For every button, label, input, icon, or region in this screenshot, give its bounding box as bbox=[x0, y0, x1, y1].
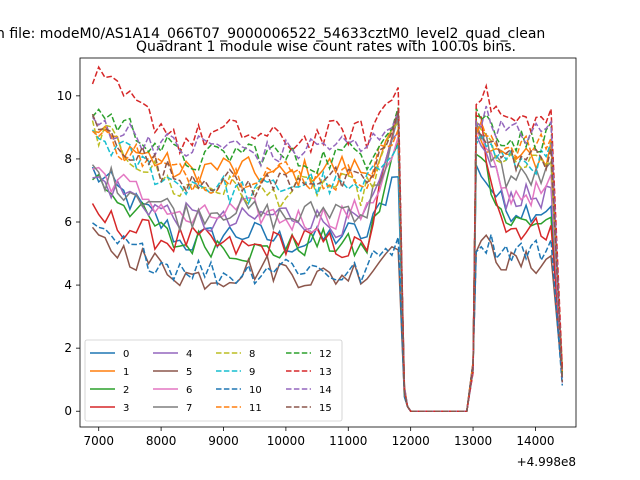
legend-label-15: 15 bbox=[319, 403, 332, 414]
legend-label-14: 14 bbox=[319, 385, 332, 396]
legend-label-4: 4 bbox=[186, 349, 192, 360]
y-tick-label: 10 bbox=[57, 89, 72, 103]
y-tick-label: 6 bbox=[64, 215, 72, 229]
series-line-12 bbox=[91, 107, 564, 412]
legend-label-1: 1 bbox=[123, 367, 129, 378]
x-tick-label: 14000 bbox=[516, 434, 554, 448]
x-tick-label: 10000 bbox=[267, 434, 305, 448]
series-line-14 bbox=[91, 105, 564, 412]
x-tick-label: 7000 bbox=[83, 434, 114, 448]
x-axis-ticks: 7000 8000 9000 10000 11000 12000 13000 14000 bbox=[83, 427, 555, 448]
legend-label-11: 11 bbox=[249, 403, 262, 414]
series-line-1 bbox=[92, 120, 564, 412]
x-tick-label: 12000 bbox=[392, 434, 430, 448]
series-line-9 bbox=[91, 129, 564, 412]
legend-label-2: 2 bbox=[123, 385, 129, 396]
x-tick-label: 13000 bbox=[454, 434, 492, 448]
legend-label-13: 13 bbox=[319, 367, 332, 378]
x-tick-label: 9000 bbox=[208, 434, 239, 448]
legend-label-7: 7 bbox=[186, 403, 192, 414]
y-tick-label: 8 bbox=[64, 152, 72, 166]
y-tick-label: 2 bbox=[64, 341, 72, 355]
legend-label-6: 6 bbox=[186, 385, 192, 396]
series-line-8 bbox=[91, 118, 564, 412]
series-line-10 bbox=[92, 222, 564, 412]
series-line-7 bbox=[91, 115, 564, 412]
legend-box bbox=[84, 339, 343, 422]
x-tick-label: 11000 bbox=[329, 434, 367, 448]
legend-label-8: 8 bbox=[249, 349, 255, 360]
y-axis-ticks: 0 2 4 6 8 10 bbox=[57, 89, 80, 418]
plot-frame bbox=[79, 57, 577, 428]
series-layer bbox=[91, 65, 564, 412]
x-tick-label: 8000 bbox=[146, 434, 177, 448]
series-line-11 bbox=[92, 119, 564, 412]
legend-label-5: 5 bbox=[186, 367, 192, 378]
legend-label-12: 12 bbox=[319, 349, 332, 360]
series-line-3 bbox=[91, 111, 564, 412]
figure-suptitle: n file: modeM0/AS1A14_066T07_9000006522_… bbox=[0, 26, 545, 42]
x-axis-offset-label: +4.998e8 bbox=[517, 455, 576, 469]
y-tick-label: 0 bbox=[64, 404, 72, 418]
legend-label-10: 10 bbox=[249, 385, 262, 396]
y-tick-label: 4 bbox=[64, 278, 72, 292]
chart-title: Quadrant 1 module wise count rates with … bbox=[136, 39, 516, 55]
legend-label-0: 0 bbox=[123, 349, 129, 360]
legend-label-3: 3 bbox=[123, 403, 129, 414]
legend-label-9: 9 bbox=[249, 367, 255, 378]
series-line-15 bbox=[91, 110, 564, 412]
series-line-13 bbox=[91, 65, 564, 412]
series-line-4 bbox=[92, 130, 564, 412]
